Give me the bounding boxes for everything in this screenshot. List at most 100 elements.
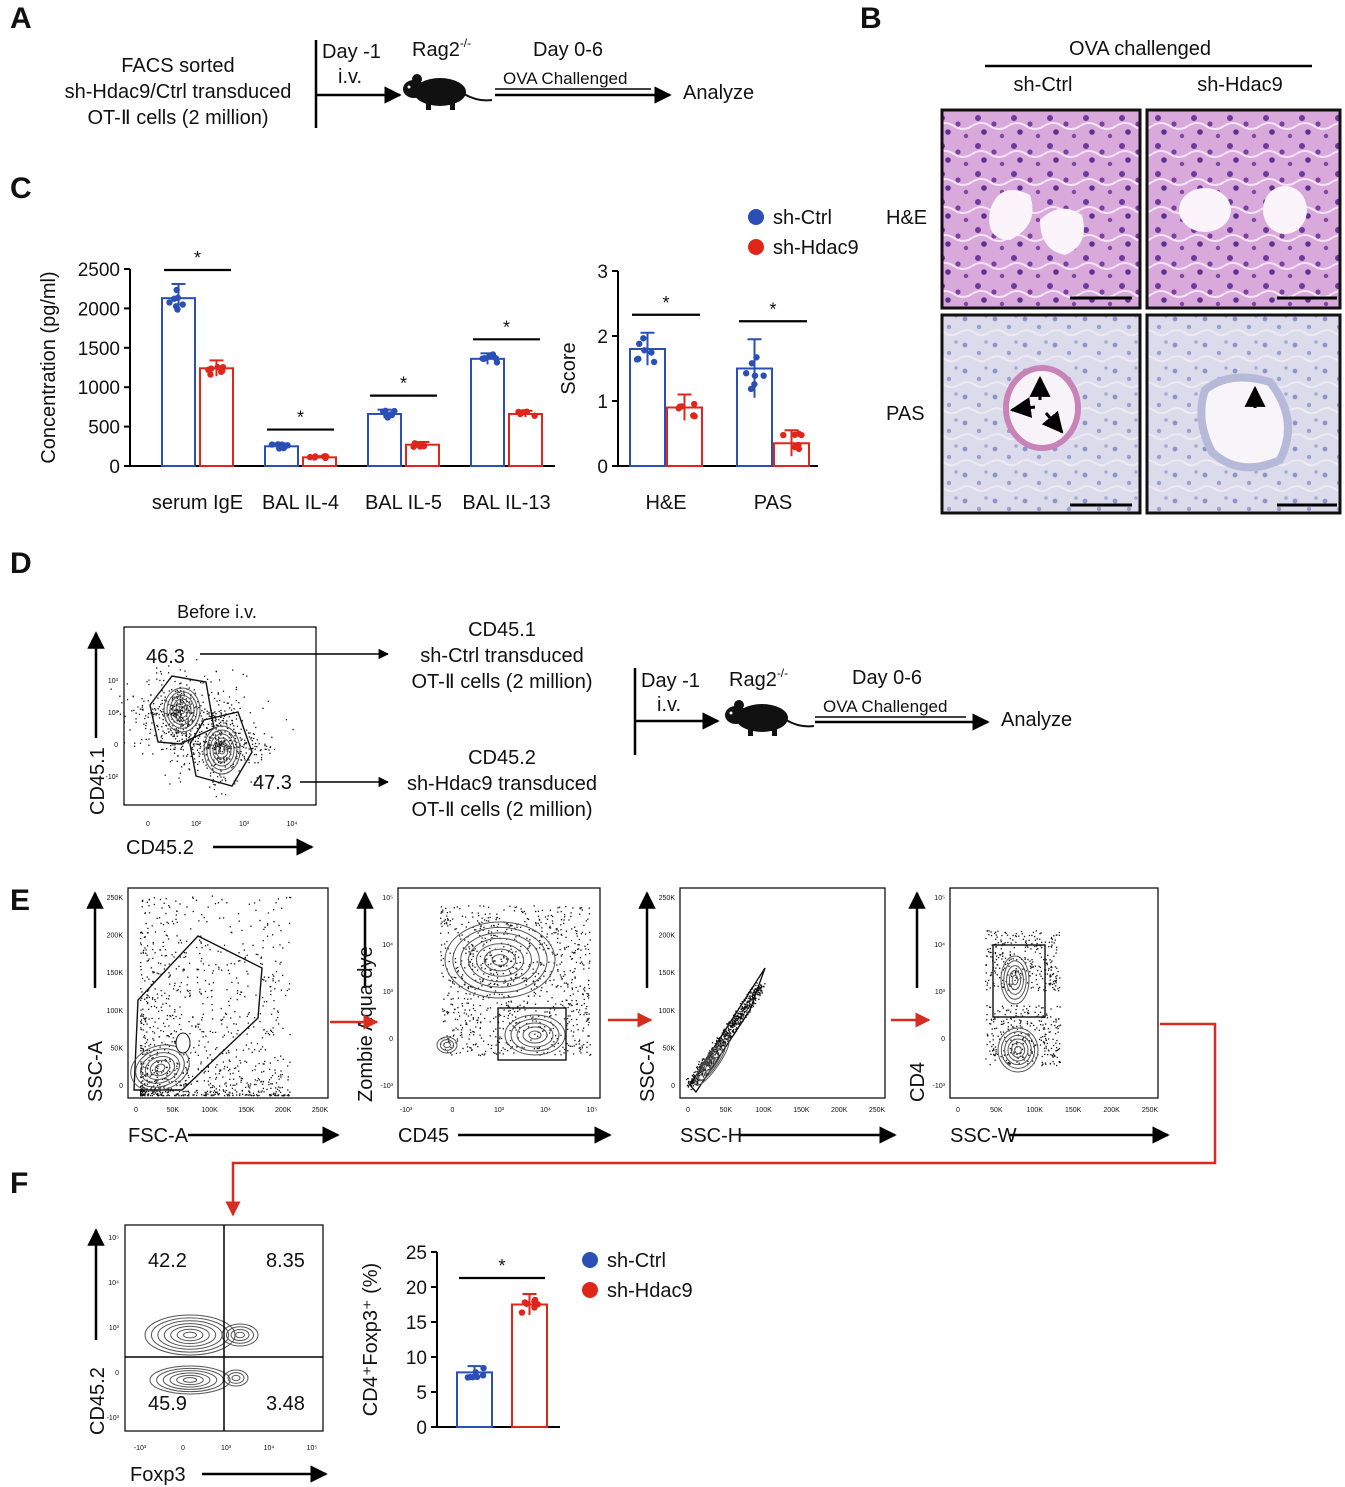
event-dot: [217, 693, 219, 695]
event-dot: [272, 980, 274, 982]
event-dot: [191, 721, 193, 723]
event-dot: [489, 969, 491, 971]
event-dot: [513, 1010, 516, 1013]
event-dot: [526, 918, 529, 920]
event-dot: [563, 971, 565, 973]
event-dot: [174, 746, 176, 749]
y-tick-label: 150K: [659, 970, 676, 977]
event-dot: [751, 996, 754, 998]
event-dot: [524, 1009, 526, 1011]
event-dot: [249, 1087, 251, 1089]
x-tick-label: 150K: [238, 1107, 255, 1114]
event-dot: [174, 738, 177, 740]
event-dot: [168, 665, 170, 667]
event-dot: [1030, 1039, 1033, 1042]
event-dot: [170, 1015, 172, 1017]
event-dot: [549, 909, 552, 911]
event-dot: [185, 732, 187, 734]
event-dot: [228, 747, 231, 749]
event-dot: [225, 722, 228, 725]
event-dot: [444, 1048, 447, 1051]
event-dot: [152, 980, 154, 983]
event-dot: [201, 1094, 203, 1096]
event-dot: [215, 795, 217, 798]
event-dot: [741, 1017, 743, 1020]
event-dot: [517, 1010, 519, 1012]
event-dot: [162, 718, 164, 721]
event-dot: [1059, 1024, 1062, 1026]
density-contour: [215, 741, 229, 759]
event-dot: [469, 961, 471, 963]
event-dot: [448, 1011, 450, 1014]
event-dot: [566, 1025, 568, 1027]
event-dot: [261, 996, 264, 999]
event-dot: [474, 988, 476, 990]
event-dot: [225, 1085, 228, 1087]
event-dot: [168, 972, 170, 974]
event-dot: [248, 732, 250, 734]
event-dot: [750, 992, 752, 994]
event-dot: [241, 1077, 244, 1080]
event-dot: [219, 747, 222, 750]
event-dot: [1014, 935, 1017, 937]
event-dot: [747, 1013, 749, 1016]
event-dot: [569, 1003, 571, 1005]
event-dot: [580, 907, 583, 909]
event-dot: [220, 713, 222, 715]
event-dot: [205, 734, 207, 736]
event-dot: [231, 981, 233, 984]
event-dot: [531, 1017, 533, 1019]
event-dot: [151, 1081, 153, 1083]
event-dot: [716, 1051, 718, 1053]
bottom-cells-line2: sh-Hdac9 transduced: [407, 773, 597, 795]
density-contour: [468, 937, 532, 983]
event-dot: [198, 706, 200, 709]
event-dot: [174, 712, 176, 715]
event-dot: [217, 761, 220, 763]
data-point: [179, 301, 186, 308]
event-dot: [240, 728, 242, 730]
event-dot: [222, 1061, 224, 1063]
event-dot: [994, 1018, 996, 1020]
event-dot: [472, 949, 474, 952]
event-dot: [172, 735, 174, 738]
event-dot: [173, 752, 176, 754]
event-dot: [448, 979, 450, 981]
event-dot: [179, 683, 181, 685]
event-dot: [246, 954, 248, 957]
event-dot: [141, 704, 144, 707]
event-dot: [516, 1046, 518, 1048]
event-dot: [1055, 982, 1057, 984]
event-dot: [546, 936, 548, 938]
event-dot: [556, 964, 558, 966]
event-dot: [450, 986, 452, 988]
event-dot: [211, 1086, 213, 1089]
event-dot: [212, 982, 215, 984]
event-dot: [258, 1062, 260, 1065]
event-dot: [1027, 1011, 1029, 1014]
event-dot: [538, 924, 541, 926]
event-dot: [141, 906, 143, 908]
event-dot: [456, 1040, 459, 1042]
event-dot: [570, 912, 572, 914]
event-dot: [261, 1046, 264, 1048]
event-dot: [226, 724, 228, 726]
event-dot: [225, 758, 228, 760]
event-dot: [758, 989, 760, 991]
event-dot: [153, 1005, 156, 1007]
event-dot: [180, 696, 182, 698]
event-dot: [141, 1084, 144, 1087]
event-dot: [450, 1046, 452, 1049]
event-dot: [521, 977, 524, 980]
event-dot: [177, 1063, 179, 1065]
y-tick-label: 1: [597, 392, 608, 413]
event-dot: [563, 1018, 566, 1020]
event-dot: [179, 700, 182, 703]
event-dot: [1026, 1020, 1029, 1023]
event-dot: [499, 966, 501, 968]
event-dot: [500, 1037, 503, 1040]
event-dot: [496, 977, 499, 979]
event-dot: [1059, 1006, 1061, 1008]
x-tick-label: 10³: [239, 821, 250, 828]
event-dot: [750, 995, 752, 997]
